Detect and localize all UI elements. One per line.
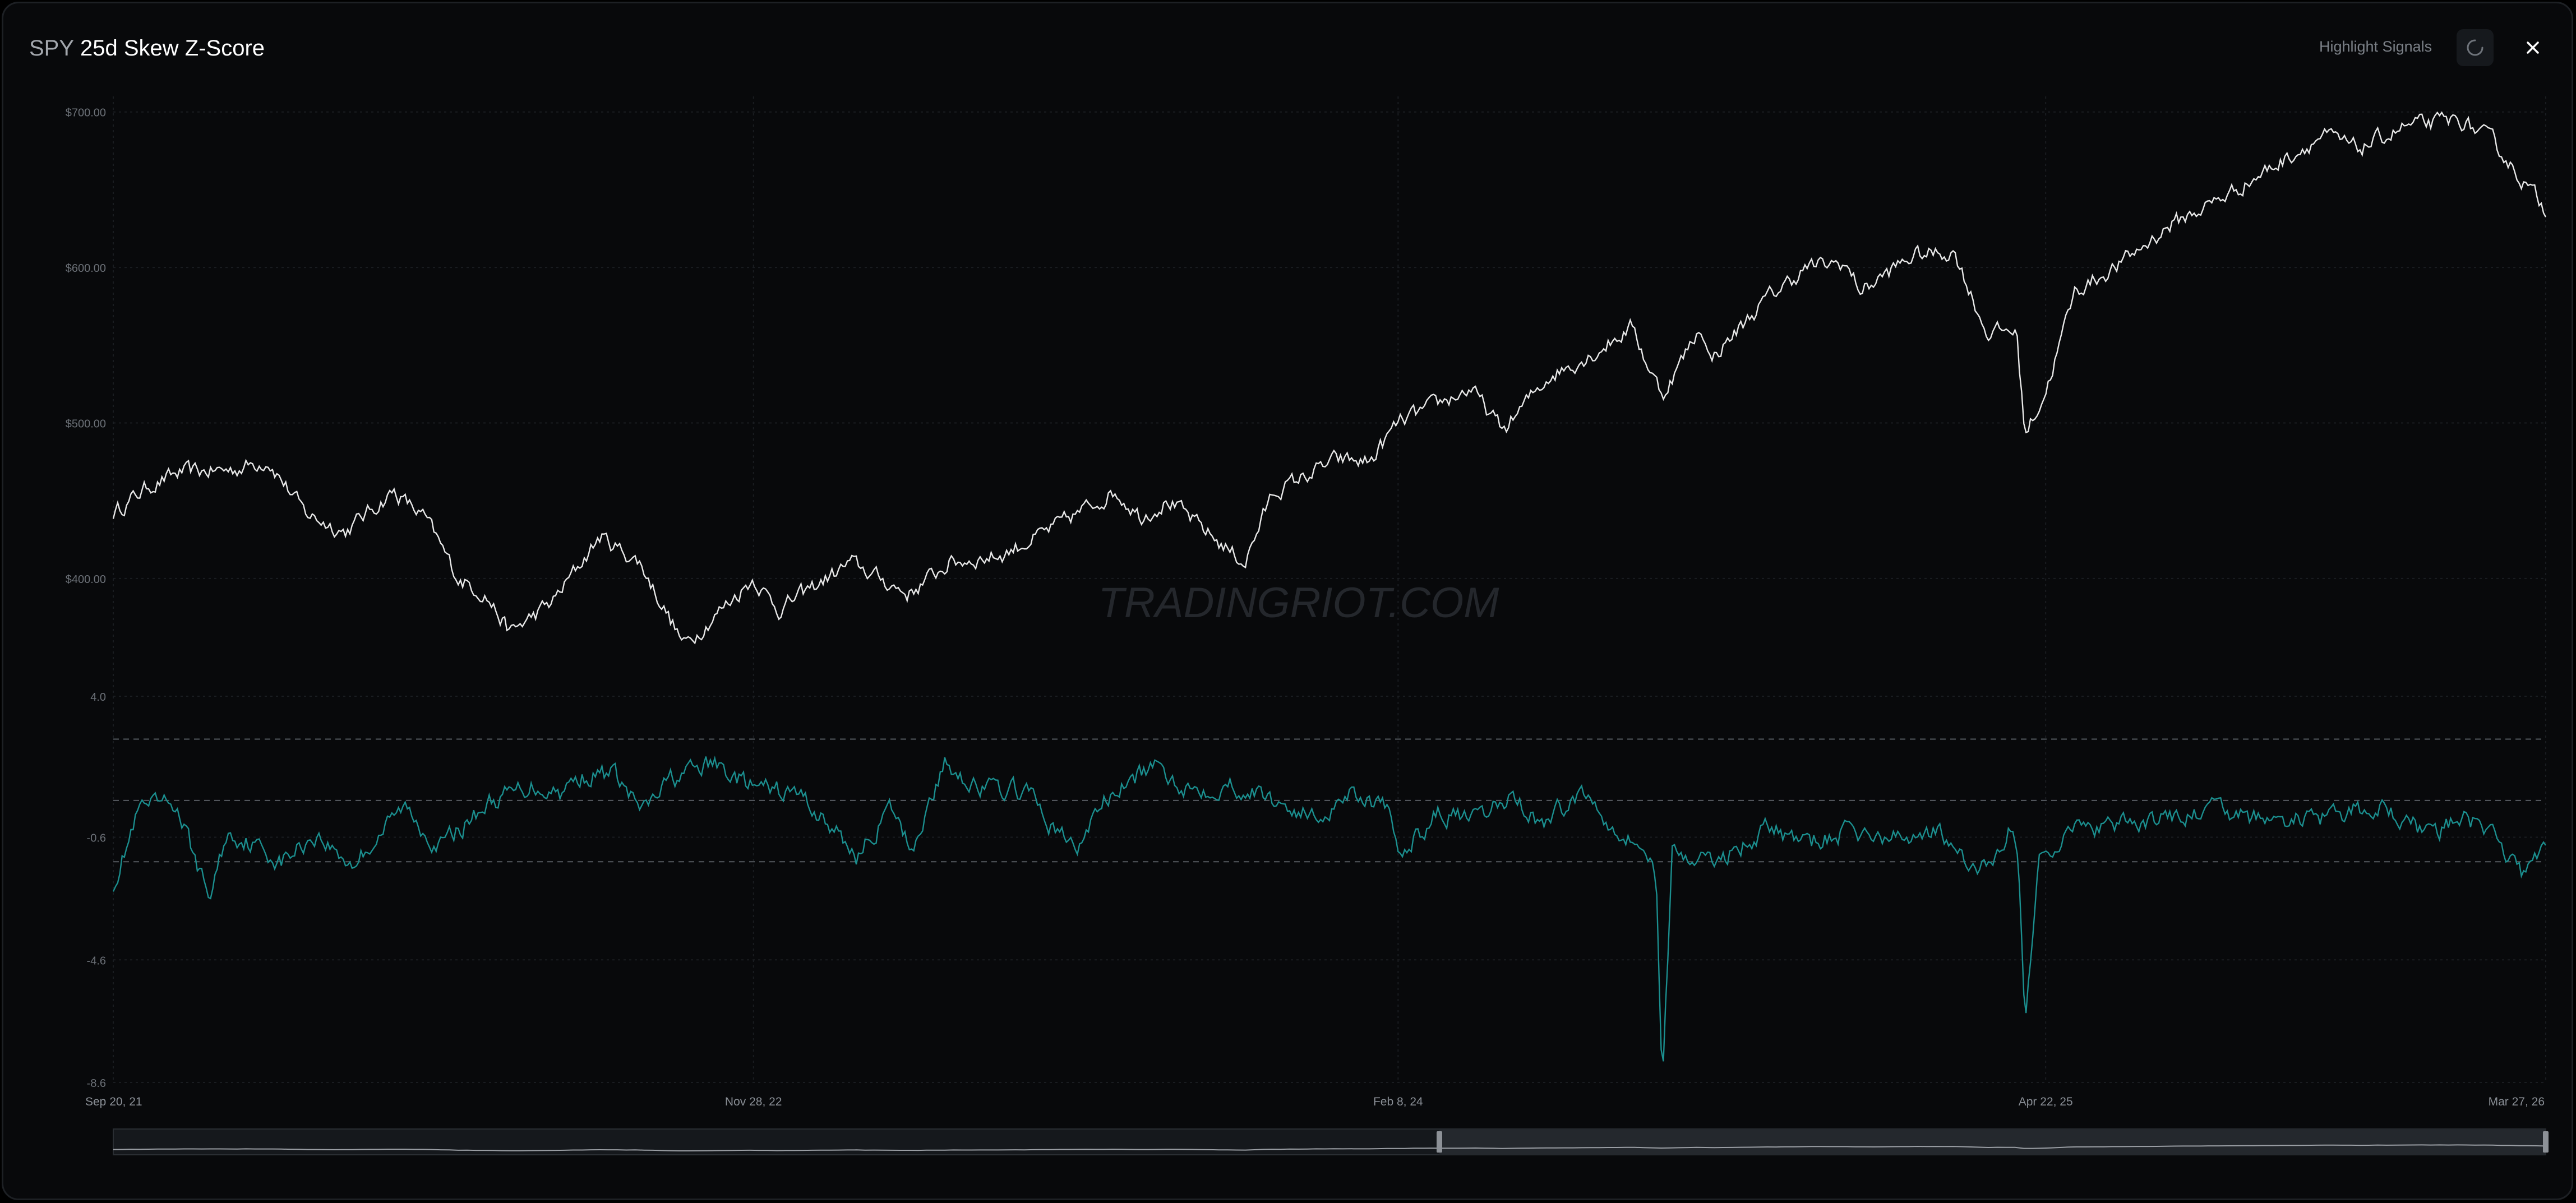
zscore-series-line bbox=[112, 755, 2546, 1062]
x-tick-label: Feb 8, 24 bbox=[1373, 1095, 1423, 1108]
zscore-tick-label: -0.6 bbox=[87, 832, 106, 845]
ticker-symbol: SPY bbox=[29, 36, 75, 61]
highlight-signals-button[interactable]: Highlight Signals bbox=[2319, 38, 2432, 55]
navigator-left-handle[interactable] bbox=[1436, 1131, 1442, 1153]
x-tick-label: Apr 22, 25 bbox=[2019, 1095, 2073, 1108]
axis-labels: $700.00 $600.00 $500.00 $400.00 4.0 -0.6 -4.6 -… bbox=[66, 107, 2545, 1108]
price-tick-label: $600.00 bbox=[66, 262, 106, 275]
chart-canvas[interactable]: TRADINGRIOT.COM $700.00 $600.00 $500.00 $40… bbox=[3, 3, 2573, 1200]
refresh-button[interactable] bbox=[2457, 29, 2494, 66]
zscore-tick-label: -4.6 bbox=[87, 955, 106, 967]
zscore-chart bbox=[112, 755, 2546, 1062]
x-tick-label: Nov 28, 22 bbox=[725, 1095, 782, 1108]
price-chart bbox=[112, 111, 2547, 645]
chart-title: 25d Skew Z-Score bbox=[80, 36, 265, 61]
navigator-right-handle[interactable] bbox=[2543, 1131, 2549, 1153]
x-tick-label: Mar 27, 26 bbox=[2489, 1095, 2545, 1108]
price-series-line bbox=[112, 111, 2547, 645]
refresh-icon bbox=[2467, 39, 2483, 56]
close-icon bbox=[2527, 41, 2539, 54]
navigator-series-line bbox=[113, 1144, 2546, 1151]
price-tick-label: $700.00 bbox=[66, 107, 106, 119]
navigator-window[interactable] bbox=[1439, 1129, 2546, 1155]
watermark: TRADINGRIOT.COM bbox=[1098, 579, 1500, 627]
price-tick-label: $400.00 bbox=[66, 573, 106, 586]
navigator[interactable] bbox=[113, 1128, 2549, 1155]
x-tick-label: Sep 20, 21 bbox=[85, 1095, 142, 1108]
zscore-tick-label: 4.0 bbox=[90, 691, 106, 704]
close-button[interactable] bbox=[2514, 29, 2551, 66]
price-tick-label: $500.00 bbox=[66, 418, 106, 430]
chart-header: SPY 25d Skew Z-Score Highlight Signals bbox=[3, 3, 2572, 93]
zscore-tick-label: -8.6 bbox=[87, 1077, 106, 1090]
grid-layer bbox=[113, 96, 2546, 1083]
